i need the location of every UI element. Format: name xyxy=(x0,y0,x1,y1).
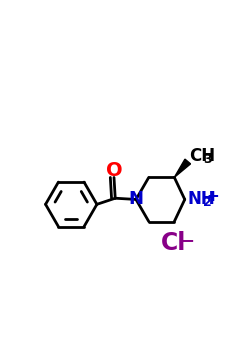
Text: Cl: Cl xyxy=(161,231,186,256)
Polygon shape xyxy=(174,159,190,177)
Text: +: + xyxy=(207,189,220,204)
Text: NH: NH xyxy=(188,190,216,209)
Text: O: O xyxy=(106,161,122,180)
Text: −: − xyxy=(180,231,194,249)
Text: 3: 3 xyxy=(203,153,212,166)
Text: CH: CH xyxy=(189,147,215,165)
Text: 2: 2 xyxy=(203,196,211,209)
Text: N: N xyxy=(128,190,144,208)
